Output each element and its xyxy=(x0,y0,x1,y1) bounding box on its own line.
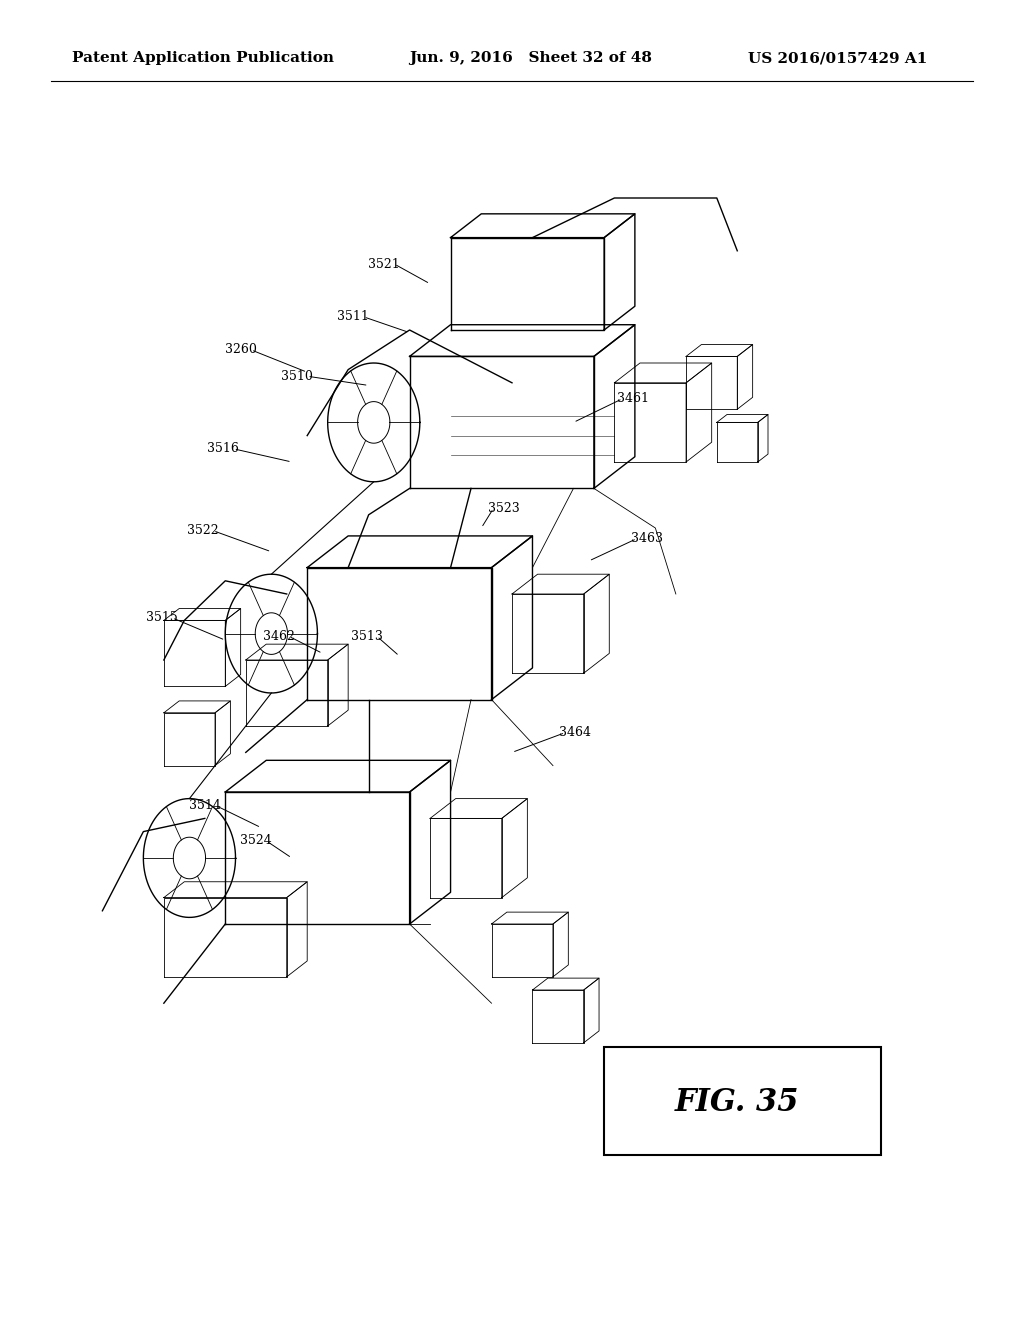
Text: 3260: 3260 xyxy=(224,343,257,356)
Text: Patent Application Publication: Patent Application Publication xyxy=(72,51,334,65)
Text: 3516: 3516 xyxy=(207,442,240,455)
Text: FIG. 35: FIG. 35 xyxy=(675,1086,800,1118)
Text: 3462: 3462 xyxy=(262,630,295,643)
Text: 3521: 3521 xyxy=(368,257,400,271)
Text: 3513: 3513 xyxy=(350,630,383,643)
Text: 3515: 3515 xyxy=(145,611,178,624)
Text: Jun. 9, 2016   Sheet 32 of 48: Jun. 9, 2016 Sheet 32 of 48 xyxy=(410,51,652,65)
Text: US 2016/0157429 A1: US 2016/0157429 A1 xyxy=(748,51,927,65)
Text: 3461: 3461 xyxy=(616,392,649,405)
Text: 3523: 3523 xyxy=(487,502,520,515)
Text: 3514: 3514 xyxy=(188,799,221,812)
Text: 3510: 3510 xyxy=(281,370,313,383)
Text: 3464: 3464 xyxy=(559,726,592,739)
Text: 3522: 3522 xyxy=(187,524,218,537)
Text: 3524: 3524 xyxy=(240,834,272,847)
Text: 3463: 3463 xyxy=(631,532,664,545)
Text: 3511: 3511 xyxy=(337,310,370,323)
